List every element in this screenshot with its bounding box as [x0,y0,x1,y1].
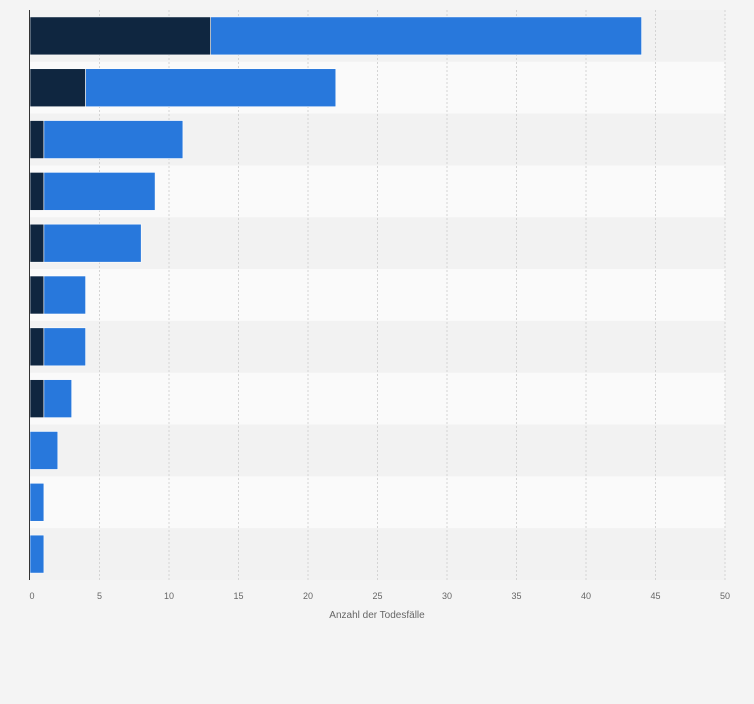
bar-segment-series-1[interactable] [29,275,45,315]
x-tick-label: 35 [511,591,521,601]
x-tick-label: 25 [372,591,382,601]
bar-segment-series-2[interactable] [43,379,73,418]
bar-segment-series-2[interactable] [43,327,86,367]
bar-segment-series-1[interactable] [29,327,45,367]
x-tick-label: 20 [303,591,313,601]
bar-segment-series-2[interactable] [43,120,184,159]
bar-segment-series-1[interactable] [29,16,211,56]
x-tick-label: 0 [29,591,34,601]
bar-segment-series-2[interactable] [85,68,337,108]
bar-segment-series-1[interactable] [29,68,86,108]
x-tick-label: 45 [650,591,660,601]
bar-segment-series-1[interactable] [29,379,45,418]
x-tick-label: 30 [442,591,452,601]
bar-segment-series-2[interactable] [29,482,45,522]
bar-segment-series-1[interactable] [29,120,45,159]
bar-segment-series-2[interactable] [43,275,86,315]
x-tick-label: 10 [164,591,174,601]
x-tick-label: 15 [233,591,243,601]
bar-segment-series-1[interactable] [29,223,45,263]
bar-segment-series-2[interactable] [210,16,642,56]
x-tick-label: 40 [581,591,591,601]
bar-segment-series-2[interactable] [29,431,59,470]
x-tick-label: 50 [720,591,730,601]
x-axis-label: Anzahl der Todesfälle [329,610,425,621]
bar-segment-series-1[interactable] [29,172,45,211]
bar-segment-series-2[interactable] [43,172,156,211]
bar-segment-series-2[interactable] [29,534,45,574]
x-tick-label: 5 [97,591,102,601]
bar-segment-series-2[interactable] [43,223,142,263]
